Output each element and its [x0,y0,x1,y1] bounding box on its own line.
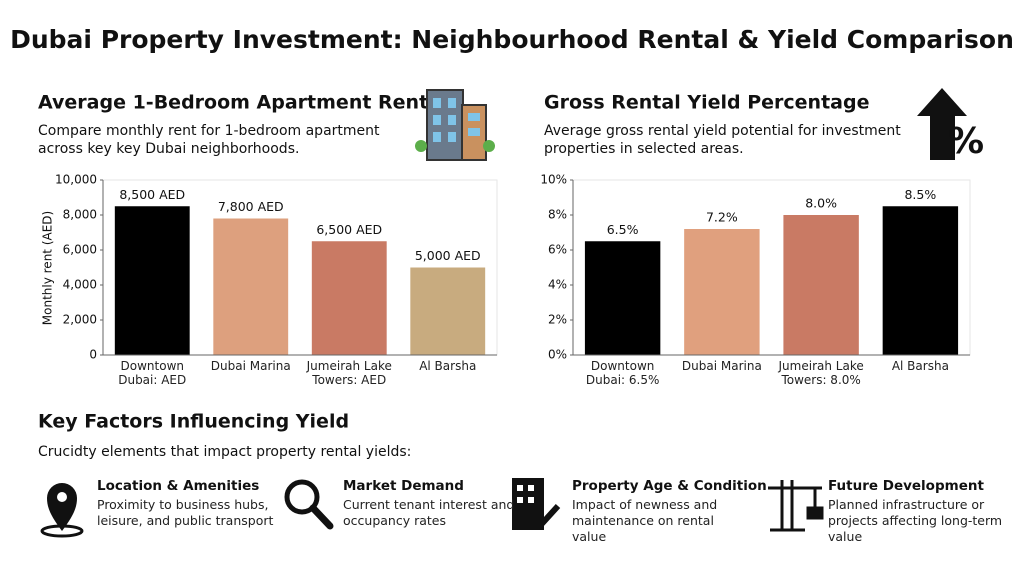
x-tick-label-box: Jumeirah Lake Towers: AED [306,359,392,387]
value-label: 7.2% [706,210,738,225]
y-tick-label: 4,000 [63,278,97,292]
bar [114,206,190,355]
chart-title: Average 1-Bedroom Apartment Rent [38,92,428,114]
y-tick-label: 6,000 [63,243,97,257]
value-label: 8.5% [904,187,936,202]
chart-title: Gross Rental Yield Percentage [544,92,869,114]
x-tick-label-box: Dubai Marina [681,359,762,373]
yield-icon: % [917,88,984,162]
x-tick-label-box: Downtown Dubai: 6.5% [585,359,660,387]
x-tick-label-box: Downtown Dubai: AED [118,359,187,387]
factor-text: Planned infrastructure or projects affec… [828,497,1003,544]
value-label: 8,500 AED [119,187,185,202]
y-tick-label: 8,000 [63,208,97,222]
value-label: 7,800 AED [218,199,284,214]
value-label: 6.5% [607,222,639,237]
building-tool-icon [512,478,561,531]
bar [684,229,760,355]
y-tick-label: 10% [540,173,567,187]
factor-title: Market Demand [343,478,464,494]
factor-title: Property Age & Condition [572,478,767,494]
location-icon [40,483,84,538]
value-label: 5,000 AED [415,248,481,263]
factor-text-box: Current tenant interest and occupancy ra… [343,497,515,528]
factor-title: Future Development [828,478,984,494]
chart-subtitle-box: Average gross rental yield potential for… [544,123,901,157]
building-icon [415,89,495,161]
value-label: 6,500 AED [316,222,382,237]
x-tick-label: Dubai Marina [681,359,762,373]
bar [213,218,289,355]
factor-text-box: Impact of newness and maintenance on ren… [572,497,718,544]
x-tick-label: Jumeirah Lake Towers: AED [306,359,392,387]
section-subtitle: Crucidty elements that impact property r… [38,444,411,460]
x-tick-label-box: Al Barsha [419,359,477,373]
bar [783,215,859,355]
chart-subtitle: Average gross rental yield potential for… [544,123,901,157]
x-tick-label-box: Jumeirah Lake Towers: 8.0% [778,359,864,387]
factor-text: Proximity to business hubs, leisure, and… [97,497,274,528]
chart-subtitle-box: Compare monthly rent for 1-bedroom apart… [38,123,380,157]
y-tick-label: 8% [548,208,567,222]
x-tick-label: Dubai Marina [210,359,291,373]
y-tick-label: 0 [89,348,97,362]
chart-subtitle: Compare monthly rent for 1-bedroom apart… [38,123,380,157]
section-title: Key Factors Influencing Yield [38,411,349,433]
search-icon [284,479,334,530]
value-label: 8.0% [805,196,837,211]
bar [410,267,486,355]
x-tick-label: Al Barsha [891,359,949,373]
x-tick-label: Downtown Dubai: 6.5% [585,359,660,387]
factor-text: Impact of newness and maintenance on ren… [572,497,718,544]
factor-text-box: Proximity to business hubs, leisure, and… [97,497,274,528]
x-tick-label-box: Al Barsha [891,359,949,373]
y-tick-label: 6% [548,243,567,257]
y-tick-label: 10,000 [55,173,97,187]
y-tick-label: 0% [548,348,567,362]
svg-text:%: % [948,121,984,162]
x-tick-label: Al Barsha [419,359,477,373]
y-tick-label: 4% [548,278,567,292]
bar [882,206,959,355]
y-axis-label: Monthly rent (AED) [41,211,55,325]
y-tick-label: 2,000 [63,313,97,327]
factor-text-box: Planned infrastructure or projects affec… [828,497,1003,544]
crane-icon [768,480,824,532]
x-tick-label-box: Dubai Marina [210,359,291,373]
page-title: Dubai Property Investment: Neighbourhood… [10,25,1014,54]
factor-text: Current tenant interest and occupancy ra… [343,497,515,528]
y-tick-label: 2% [548,313,567,327]
bar [584,241,661,355]
bar [311,241,387,355]
x-tick-label: Downtown Dubai: AED [118,359,187,387]
factor-title: Location & Amenities [97,478,259,494]
x-tick-label: Jumeirah Lake Towers: 8.0% [778,359,864,387]
